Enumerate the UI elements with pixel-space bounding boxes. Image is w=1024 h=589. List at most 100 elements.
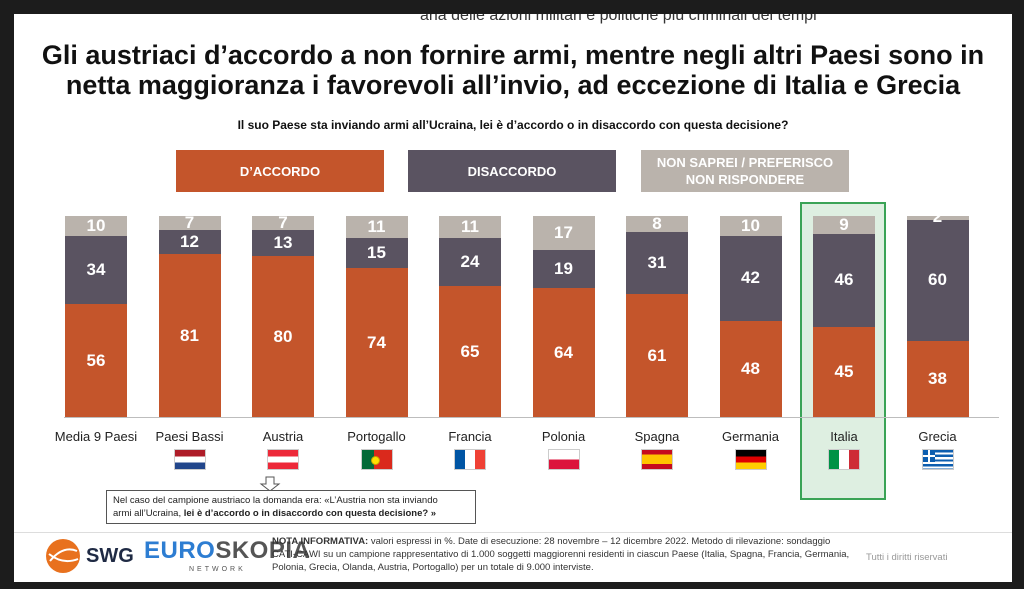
slide: ana delle azioni militari e politiche pi…	[14, 14, 1012, 582]
data-label: 10	[741, 216, 760, 236]
data-label: 61	[647, 345, 667, 365]
note-line-1: Nel caso del campione austriaco la doman…	[113, 495, 438, 506]
data-label: 31	[647, 253, 667, 273]
data-label: 81	[180, 325, 199, 345]
bar-agree-polonia: 64	[532, 288, 595, 417]
data-label: 9	[839, 215, 849, 235]
category-label-polonia: Polonia	[541, 429, 586, 444]
flag-portugal-icon	[360, 449, 393, 470]
category-label-media-9-paesi: Media 9 Paesi	[54, 429, 138, 444]
bar-disagree-francia: 24	[439, 238, 501, 287]
legend-dont-know-label-2: NON RISPONDERE	[685, 172, 805, 187]
swg-logo-icon	[46, 539, 80, 573]
data-label: 46	[834, 270, 854, 290]
euroskopia-network: NETWORK	[189, 566, 246, 573]
bar-agree-paesi-bassi: 81	[158, 254, 221, 417]
legend-dont-know-label-1: NON SAPREI / PREFERISCO	[656, 155, 834, 170]
bar-agree-spagna: 61	[626, 294, 688, 417]
data-label: 65	[460, 341, 480, 361]
data-label: 24	[460, 252, 480, 272]
euroskopia-logo: EUROSKOPIA	[144, 537, 310, 565]
bar-dont-know-germania: 10	[719, 216, 782, 237]
bar-dont-know-italia: 9	[813, 215, 875, 235]
category-label-austria: Austria	[262, 429, 304, 444]
flag-spain-icon	[641, 449, 673, 470]
austria-note: Nel caso del campione austriaco la doman…	[106, 490, 476, 524]
bar-dont-know-paesi-bassi: 7	[158, 213, 221, 233]
note-line-2b: lei è d’accordo o in disaccordo con ques…	[183, 508, 437, 519]
note-line-2: armi all’Ucraina, lei è d’accordo o in d…	[113, 507, 469, 520]
data-label: 48	[741, 358, 760, 378]
category-label-paesi-bassi: Paesi Bassi	[155, 429, 224, 444]
category-label-portogallo: Portogallo	[347, 429, 406, 444]
bar-dont-know-austria: 7	[252, 213, 314, 233]
survey-question: Il suo Paese sta inviando armi all’Ucrai…	[237, 118, 789, 132]
bar-disagree-spagna: 31	[626, 232, 688, 295]
flag-italy-icon	[828, 449, 860, 470]
bar-dont-know-spagna: 8	[626, 214, 688, 234]
bar-dont-know-media-9-paesi: 10	[65, 216, 127, 237]
bar-agree-austria: 80	[252, 256, 314, 417]
data-label: 17	[554, 223, 573, 243]
category-label-grecia: Grecia	[918, 429, 957, 444]
bar-dont-know-grecia: 2	[906, 207, 969, 226]
euroskopia-logo-b: SKOPIA	[215, 537, 311, 564]
data-label: 56	[86, 350, 106, 370]
category-label-spagna: Spagna	[634, 429, 680, 444]
bar-disagree-media-9-paesi: 34	[65, 236, 127, 305]
flag-germany-icon	[734, 449, 767, 470]
data-label: 64	[554, 342, 573, 362]
bar-disagree-austria: 13	[252, 230, 314, 257]
data-label: 2	[932, 207, 943, 226]
legend-dont-know: NON SAPREI / PREFERISCO NON RISPONDERE	[641, 150, 849, 192]
category-label-francia: Francia	[448, 429, 492, 444]
page-title: Gli austriaci d’accordo a non fornire ar…	[14, 40, 1012, 100]
data-label: 15	[367, 243, 386, 263]
bar-agree-media-9-paesi: 56	[65, 304, 127, 417]
bar-disagree-germania: 42	[719, 236, 782, 321]
data-label: 7	[184, 213, 195, 233]
data-label: 11	[367, 217, 386, 237]
methodology-note-text: valori espressi in %. Date di esecuzione…	[272, 536, 850, 573]
data-label: 80	[273, 326, 293, 346]
title-line-2: netta maggioranza i favorevoli all’invio…	[65, 70, 961, 100]
methodology-note-label: NOTA INFORMATIVA:	[272, 536, 369, 547]
footer-separator	[14, 532, 1012, 533]
chart-baseline	[64, 417, 999, 418]
title-line-1: Gli austriaci d’accordo a non fornire ar…	[41, 40, 985, 70]
bar-disagree-italia: 46	[813, 234, 875, 327]
swg-logo-text: SWG	[86, 545, 134, 567]
bar-dont-know-portogallo: 11	[345, 216, 408, 239]
flag-greece-icon	[921, 449, 954, 470]
bar-agree-portogallo: 74	[345, 268, 408, 417]
bar-disagree-portogallo: 15	[345, 238, 408, 269]
data-label: 74	[367, 332, 386, 352]
bar-agree-germania: 48	[719, 320, 782, 417]
data-label: 42	[741, 268, 760, 288]
data-label: 8	[652, 214, 662, 234]
bar-agree-francia: 65	[439, 286, 501, 417]
data-label: 11	[461, 217, 479, 237]
data-label: 38	[928, 368, 947, 388]
category-label-italia: Italia	[830, 429, 858, 444]
euroskopia-logo-a: EURO	[144, 537, 216, 564]
bar-agree-italia: 45	[813, 326, 875, 417]
data-label: 34	[86, 260, 106, 280]
data-label: 45	[834, 361, 854, 381]
flag-austria-icon	[267, 449, 299, 470]
data-label: 10	[86, 216, 106, 236]
background-text: ana delle azioni militari e politiche pi…	[420, 14, 817, 24]
data-label: 60	[928, 270, 947, 290]
bar-disagree-paesi-bassi: 12	[158, 230, 221, 255]
bar-disagree-grecia: 60	[906, 220, 969, 341]
category-label-germania: Germania	[721, 429, 780, 444]
note-line-2a: armi all’Ucraina,	[113, 508, 184, 519]
bar-dont-know-francia: 11	[439, 216, 501, 239]
legend-agree-label: D’ACCORDO	[239, 163, 321, 179]
data-label: 7	[278, 213, 288, 233]
bar-dont-know-polonia: 17	[532, 216, 595, 251]
data-label: 12	[180, 232, 199, 252]
flag-poland-icon	[547, 449, 580, 470]
legend-disagree-label: DISACCORDO	[467, 163, 557, 179]
copyright: Tutti i diritti riservati	[866, 552, 948, 563]
